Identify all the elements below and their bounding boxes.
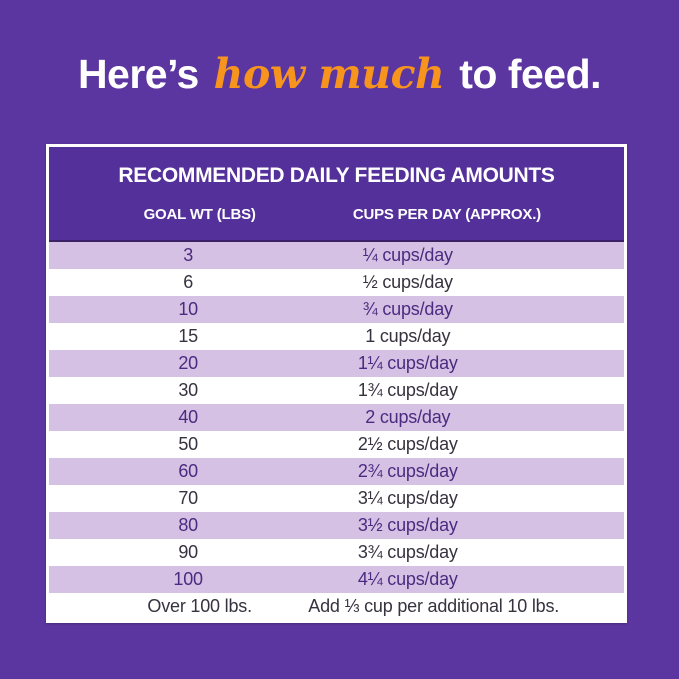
goal-wt-value: 20 <box>178 353 198 373</box>
table-row: 20 1¼ cups/day <box>49 350 624 377</box>
goal-wt-value: 90 <box>178 542 198 562</box>
table-row: 10 ¾ cups/day <box>49 296 624 323</box>
table-header: RECOMMENDED DAILY FEEDING AMOUNTS GOAL W… <box>49 147 624 242</box>
table-row: 6 ½ cups/day <box>49 269 624 296</box>
cups-per-day-value: 3¼ cups/day <box>357 488 458 508</box>
cups-per-day-value: ½ cups/day <box>362 272 453 292</box>
cups-per-day-value: 2 cups/day <box>365 407 451 427</box>
cups-per-day-value: 4¼ cups/day <box>357 569 458 589</box>
table-row: 80 3½ cups/day <box>49 512 624 539</box>
table-row: 15 1 cups/day <box>49 323 624 350</box>
column-header-cups-per-day: CUPS PER DAY (APPROX.) <box>352 206 541 223</box>
cups-per-day-value: 2½ cups/day <box>357 434 458 454</box>
cups-per-day-value: 1¼ cups/day <box>357 353 458 373</box>
table-footer-row: Over 100 lbs. Add ⅓ cup per additional 1… <box>49 593 624 620</box>
cups-per-day-value: ¼ cups/day <box>362 245 453 265</box>
goal-wt-value: 6 <box>183 272 194 292</box>
cups-per-day-value: 3½ cups/day <box>357 515 458 535</box>
table-title: RECOMMENDED DAILY FEEDING AMOUNTS <box>118 164 555 187</box>
page-title-highlight: how much <box>213 50 445 98</box>
goal-wt-value: 50 <box>178 434 198 454</box>
cups-per-day-value: 1 cups/day <box>365 326 451 346</box>
page-title: Here’s how much to feed. <box>0 50 679 98</box>
table-row: 40 2 cups/day <box>49 404 624 431</box>
cups-per-day-value: 3¾ cups/day <box>357 542 458 562</box>
table-row: 70 3¼ cups/day <box>49 485 624 512</box>
column-header-goal-wt: GOAL WT (LBS) <box>143 206 256 223</box>
table-row: 100 4¼ cups/day <box>49 566 624 593</box>
goal-wt-value: 40 <box>178 407 198 427</box>
feeding-table: RECOMMENDED DAILY FEEDING AMOUNTS GOAL W… <box>46 144 627 623</box>
table-row: 90 3¾ cups/day <box>49 539 624 566</box>
goal-wt-value: 3 <box>183 245 194 265</box>
table-row: 30 1¾ cups/day <box>49 377 624 404</box>
goal-wt-value: 30 <box>178 380 198 400</box>
goal-wt-value: 80 <box>178 515 198 535</box>
goal-wt-value: 70 <box>178 488 198 508</box>
table-row: 3 ¼ cups/day <box>49 242 624 269</box>
table-row: 60 2¾ cups/day <box>49 458 624 485</box>
cups-per-day-value: 2¾ cups/day <box>357 461 458 481</box>
cups-per-day-over-100: Add ⅓ cup per additional 10 lbs. <box>308 596 560 616</box>
table-row: 50 2½ cups/day <box>49 431 624 458</box>
goal-wt-value: 15 <box>178 326 198 346</box>
page-title-suffix: to feed. <box>448 51 602 97</box>
cups-per-day-value: 1¾ cups/day <box>357 380 458 400</box>
table-body: 3 ¼ cups/day 6 ½ cups/day 10 ¾ cups/day … <box>49 242 624 620</box>
goal-wt-value: 10 <box>178 299 198 319</box>
goal-wt-value: 100 <box>173 569 203 589</box>
goal-wt-value: 60 <box>178 461 198 481</box>
goal-wt-over-100: Over 100 lbs. <box>147 596 252 616</box>
cups-per-day-value: ¾ cups/day <box>362 299 453 319</box>
page-title-prefix: Here’s <box>77 51 210 97</box>
